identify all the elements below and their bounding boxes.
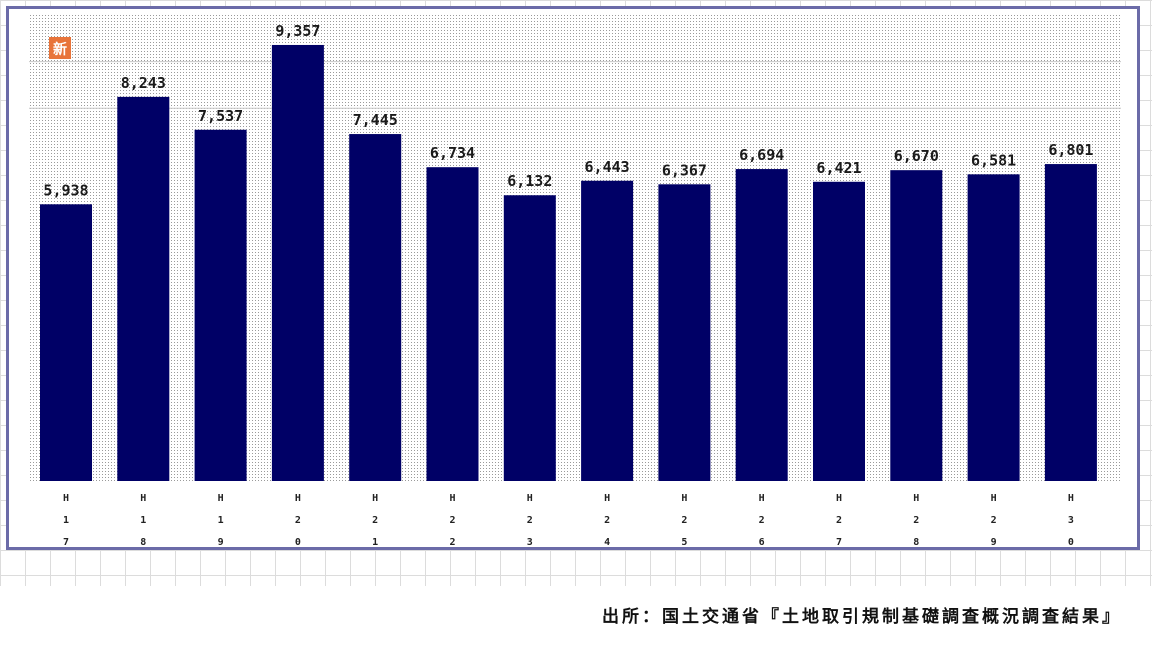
value-label-H20: 9,357 <box>275 22 320 40</box>
bar-H29 <box>967 174 1020 482</box>
value-labels: 5,938 8,243 7,537 9,357 7,445 6,734 6,132 6,443… <box>43 22 1093 199</box>
bar-H19 <box>194 129 247 481</box>
source-note: 出所：国土交通省『土地取引規制基礎調査概況調査結果』 <box>602 607 1122 627</box>
bar-H18 <box>117 96 170 482</box>
gridlines <box>29 61 1121 109</box>
bar-H23 <box>503 195 556 482</box>
bar-H30 <box>1044 164 1097 481</box>
plot-area <box>29 15 1121 481</box>
chart-frame: 5,938 8,243 7,537 9,357 7,445 6,734 6,132 6,443… <box>6 6 1140 550</box>
bar-H24 <box>581 180 634 481</box>
bar-chart: 5,938 8,243 7,537 9,357 7,445 6,734 6,132 6,443… <box>29 15 1121 547</box>
plot-background <box>29 15 1121 481</box>
value-label-H21: 7,445 <box>353 111 398 129</box>
value-label-H29: 6,581 <box>971 151 1016 169</box>
badge-text: 新 <box>53 41 67 58</box>
value-label-H25: 6,367 <box>662 161 707 179</box>
value-label-H27: 6,421 <box>816 159 861 177</box>
value-label-H28: 6,670 <box>894 147 939 165</box>
value-label-H26: 6,694 <box>739 146 784 164</box>
value-label-H24: 6,443 <box>585 158 630 176</box>
bar-H22 <box>426 167 479 481</box>
bar-H20 <box>271 44 324 481</box>
bar-H21 <box>349 134 402 482</box>
value-label-H19: 7,537 <box>198 107 243 125</box>
x-axis-ticks: H 1 7 H 1 8 H 1 9 H 2 0 H 2 1 H 2 2 H 2 3 H 2 4 H 2 5 H 2 6 H 2 7 H 2 8 H 2 9 H… <box>63 493 1074 547</box>
value-label-H22: 6,734 <box>430 144 475 162</box>
value-label-H30: 6,801 <box>1048 141 1093 159</box>
source-strip <box>0 586 1152 648</box>
value-label-H17: 5,938 <box>43 181 88 199</box>
bar-H28 <box>890 170 943 482</box>
badge-box <box>49 37 71 59</box>
new-badge: 新 <box>49 37 71 59</box>
bars <box>40 44 1097 482</box>
value-label-H23: 6,132 <box>507 172 552 190</box>
bar-H27 <box>813 181 865 481</box>
bar-H26 <box>735 169 788 481</box>
value-label-H18: 8,243 <box>121 74 166 92</box>
bar-H17 <box>40 204 92 482</box>
bar-H25 <box>658 184 711 482</box>
